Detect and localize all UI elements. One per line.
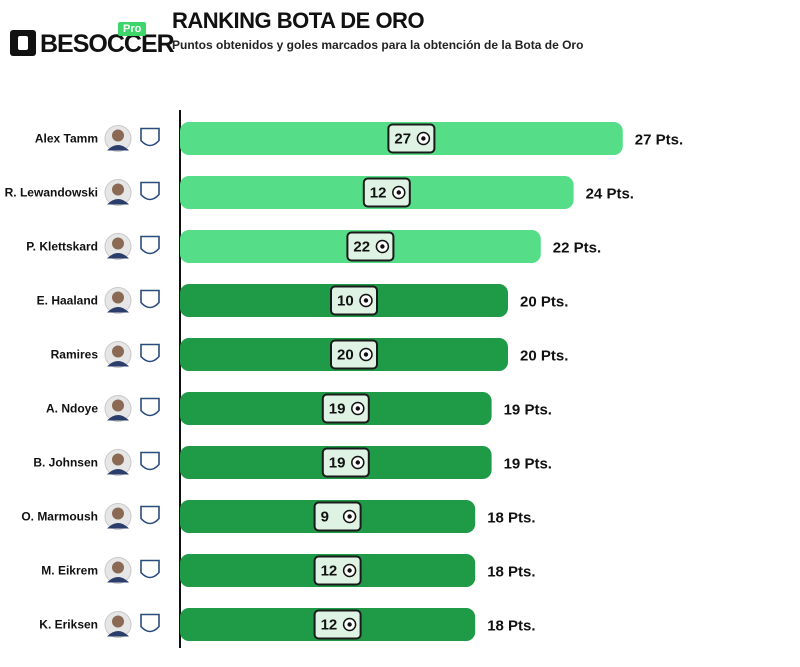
goals-value: 10 bbox=[337, 293, 354, 310]
player-name: E. Haaland bbox=[37, 294, 98, 308]
molde-crest-icon bbox=[140, 613, 160, 633]
soccer-ball-icon-patch bbox=[396, 190, 401, 195]
goals-badge bbox=[330, 285, 378, 316]
points-label: 20 Pts. bbox=[520, 348, 568, 365]
soccer-ball-icon-patch bbox=[380, 244, 385, 249]
player-avatar-shirt bbox=[107, 631, 129, 637]
besoccer-logo-icon bbox=[10, 30, 36, 56]
goals-value: 19 bbox=[329, 401, 346, 418]
points-label: 19 Pts. bbox=[504, 402, 552, 419]
goals-value: 12 bbox=[321, 617, 338, 634]
points-label: 22 Pts. bbox=[553, 240, 601, 257]
player-avatar-shirt bbox=[107, 307, 129, 313]
soccer-ball-icon-patch bbox=[363, 352, 369, 357]
club-crest-icon bbox=[140, 343, 160, 363]
club-crest-icon bbox=[140, 451, 160, 471]
points-label: 18 Pts. bbox=[487, 618, 535, 635]
points-label: 18 Pts. bbox=[487, 564, 535, 581]
goals-badge bbox=[362, 177, 411, 208]
besoccer-logo: BESOCCER Pro bbox=[10, 22, 175, 60]
eintracht-frankfurt-crest-icon bbox=[140, 505, 160, 525]
player-avatar-shirt bbox=[107, 253, 129, 259]
points-label: 27 Pts. bbox=[635, 132, 683, 149]
barcelona-crest-icon bbox=[140, 181, 160, 201]
soccer-ball-icon-patch bbox=[363, 298, 369, 303]
player-name: R. Lewandowski bbox=[5, 186, 98, 200]
goals-value: 27 bbox=[394, 131, 411, 148]
goals-badge bbox=[313, 609, 362, 640]
goals-value: 22 bbox=[353, 239, 370, 256]
club-crest-icon bbox=[140, 127, 160, 147]
goals-value: 12 bbox=[321, 563, 338, 580]
soccer-ball-icon-patch bbox=[347, 568, 352, 573]
player-avatar-shirt bbox=[107, 577, 129, 583]
goals-badge bbox=[313, 501, 362, 532]
player-avatar-shirt bbox=[107, 145, 129, 151]
player-avatar-shirt bbox=[107, 523, 129, 529]
player-avatar-head bbox=[112, 129, 124, 142]
player-name: Alex Tamm bbox=[35, 132, 98, 146]
player-avatar-shirt bbox=[107, 469, 129, 475]
chart-subtitle: Puntos obtenidos y goles marcados para l… bbox=[172, 38, 584, 52]
points-label: 19 Pts. bbox=[504, 456, 552, 473]
player-avatar-head bbox=[112, 561, 124, 574]
goals-badge bbox=[387, 123, 436, 154]
logo-text: BESOCCER bbox=[40, 30, 175, 58]
points-label: 24 Pts. bbox=[586, 186, 634, 203]
goals-value: 19 bbox=[329, 455, 346, 472]
soccer-ball-icon-patch bbox=[347, 514, 352, 519]
player-name: P. Klettskard bbox=[26, 240, 98, 254]
goals-badge bbox=[313, 555, 362, 586]
player-avatar-shirt bbox=[107, 415, 129, 421]
player-avatar-shirt bbox=[107, 361, 129, 367]
club-crest-icon bbox=[140, 235, 160, 255]
goals-value: 12 bbox=[370, 185, 387, 202]
club-crest-icon bbox=[140, 397, 160, 417]
player-avatar-head bbox=[112, 399, 124, 412]
chart-title: RANKING BOTA DE ORO bbox=[172, 8, 425, 33]
manchester-city-crest-icon bbox=[140, 289, 160, 309]
player-avatar-head bbox=[112, 453, 124, 466]
player-avatar-head bbox=[112, 237, 124, 250]
player-name: O. Marmoush bbox=[21, 510, 98, 524]
goals-badge bbox=[321, 393, 370, 424]
points-label: 20 Pts. bbox=[520, 294, 568, 311]
player-avatar-head bbox=[112, 615, 124, 628]
player-avatar-head bbox=[112, 345, 124, 358]
player-avatar-head bbox=[112, 291, 124, 304]
player-name: A. Ndoye bbox=[46, 402, 98, 416]
player-avatar-shirt bbox=[107, 199, 129, 205]
goals-badge bbox=[330, 339, 378, 370]
soccer-ball-icon-patch bbox=[355, 406, 360, 411]
logo-pro-badge: Pro bbox=[118, 22, 147, 36]
soccer-ball-icon-patch bbox=[421, 136, 426, 141]
player-name: K. Eriksen bbox=[39, 618, 98, 632]
player-name: B. Johnsen bbox=[33, 456, 98, 470]
points-label: 18 Pts. bbox=[487, 510, 535, 527]
goals-badge bbox=[346, 231, 395, 262]
goals-value: 20 bbox=[337, 347, 354, 364]
soccer-ball-icon-patch bbox=[347, 622, 352, 627]
player-avatar-head bbox=[112, 507, 124, 520]
goals-value: 9 bbox=[321, 509, 329, 526]
goals-badge bbox=[321, 447, 370, 478]
soccer-ball-icon-patch bbox=[355, 460, 360, 465]
player-name: M. Eikrem bbox=[41, 564, 98, 578]
player-name: Ramires bbox=[51, 348, 99, 362]
player-avatar-head bbox=[112, 183, 124, 196]
molde-crest-icon bbox=[140, 559, 160, 579]
